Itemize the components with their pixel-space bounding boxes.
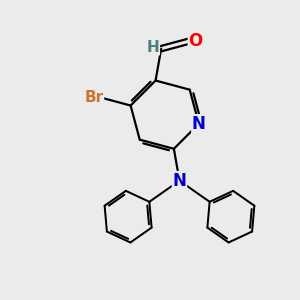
Text: N: N	[172, 172, 186, 190]
Text: H: H	[147, 40, 159, 55]
Text: N: N	[192, 115, 206, 133]
Text: Br: Br	[84, 90, 104, 105]
Text: O: O	[188, 32, 203, 50]
